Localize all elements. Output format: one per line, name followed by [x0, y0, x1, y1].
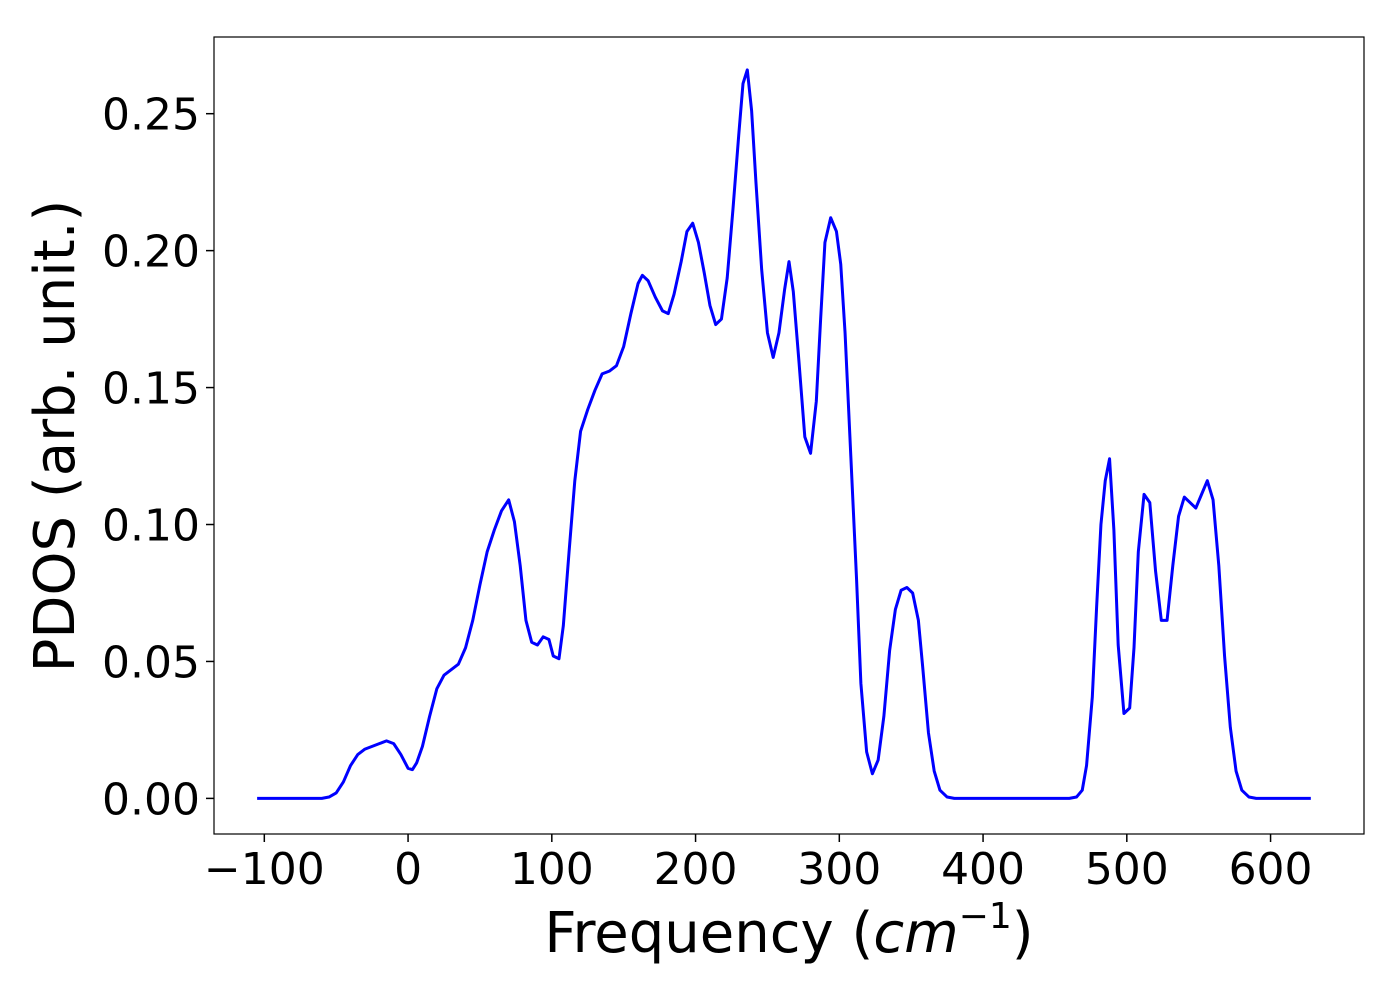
series-layer	[257, 68, 1311, 800]
x-axis-ticks: −100 0 100 200 300 400 500 600	[204, 834, 1313, 895]
x-tick-label: 500	[1085, 844, 1169, 895]
y-tick-label: 0.15	[102, 364, 200, 415]
x-axis-label-text: Frequency (	[544, 901, 873, 966]
y-tick-label: 0.00	[102, 774, 200, 825]
x-tick-label: 600	[1229, 844, 1313, 895]
x-axis-label: Frequency (cm−1)	[544, 896, 1033, 966]
y-axis-ticks: 0.00 0.05 0.10 0.15 0.20 0.25	[102, 90, 214, 825]
y-tick-label: 0.05	[102, 637, 200, 688]
x-axis-label-unit: cm	[873, 901, 958, 966]
x-tick-label: 400	[941, 844, 1025, 895]
plot-frame	[213, 36, 1365, 835]
pdos-series-line-0	[257, 68, 1311, 800]
y-tick-label: 0.25	[102, 90, 200, 141]
x-axis-label-close: )	[1012, 901, 1034, 966]
x-tick-label: 100	[510, 844, 594, 895]
x-axis-label-exponent: −1	[959, 896, 1012, 937]
x-tick-label: 200	[654, 844, 738, 895]
y-axis-label: PDOS (arb. unit.)	[23, 200, 88, 673]
x-tick-label: −100	[204, 844, 325, 895]
y-tick-label: 0.10	[102, 501, 200, 552]
x-tick-label: 300	[797, 844, 881, 895]
y-tick-label: 0.20	[102, 227, 200, 278]
x-tick-label: 0	[394, 844, 422, 895]
